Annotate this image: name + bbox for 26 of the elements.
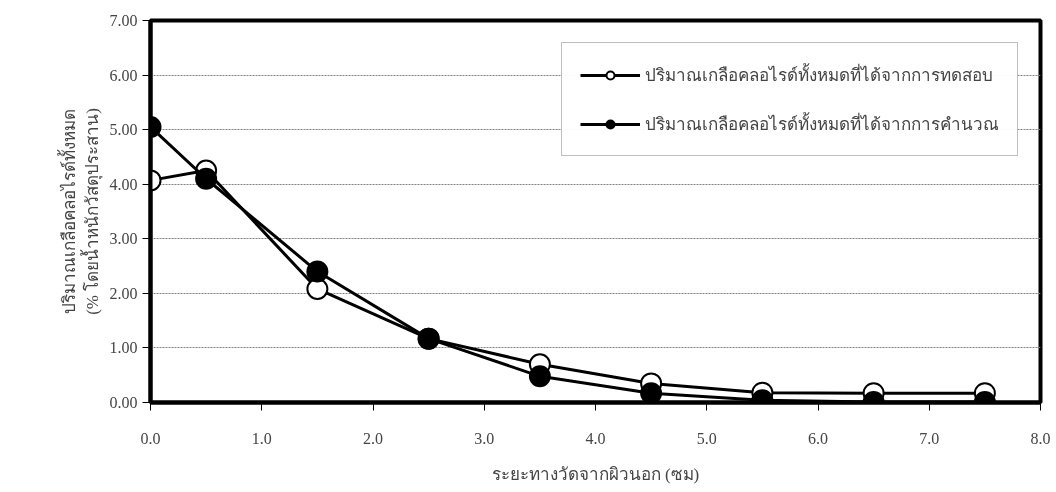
y-tick-label: 0.00 (109, 394, 138, 411)
x-tick-label: 4.0 (585, 429, 606, 447)
x-tick-label: 0.0 (140, 429, 161, 447)
y-axis-title: ปริมาณเกลือคลอไรด์ทั้งหมด (% โดยน้ำหนักวัสดุประสาน) (56, 108, 103, 315)
y-tick-label: 4.00 (109, 175, 138, 193)
y-tick-label: 3.00 (109, 230, 138, 248)
y-tick-label: 1.00 (109, 339, 138, 357)
x-tick-label: 2.0 (363, 429, 383, 447)
y-tick-label: 2.00 (109, 284, 138, 302)
y-tick-label: 5.00 (109, 121, 138, 139)
point (528, 365, 551, 388)
y-tick-label: 7.00 (109, 12, 138, 29)
legend-label: ปริมาณเกลือคลอไรด์ทั้งหมดที่ได้จากการคำนวณ (645, 111, 999, 136)
point (640, 382, 663, 403)
point (306, 278, 329, 300)
x-tick-label: 1.0 (251, 429, 272, 447)
x-axis-title: ระยะทางวัดจากผิวนอก (ซม) (491, 464, 700, 484)
x-tick-label: 3.0 (474, 429, 495, 447)
x-tick-label: 5.0 (696, 429, 717, 447)
x-tick-label: 7.0 (919, 429, 940, 447)
y-tick-label: 6.00 (109, 66, 138, 84)
point (195, 167, 218, 190)
x-tick-label: 8.0 (1030, 429, 1051, 447)
x-tick-label: 6.0 (808, 429, 828, 447)
point (306, 260, 329, 283)
legend-label: ปริมาณเกลือคลอไรด์ทั้งหมดที่ได้จากการทดสอบ (645, 62, 993, 87)
